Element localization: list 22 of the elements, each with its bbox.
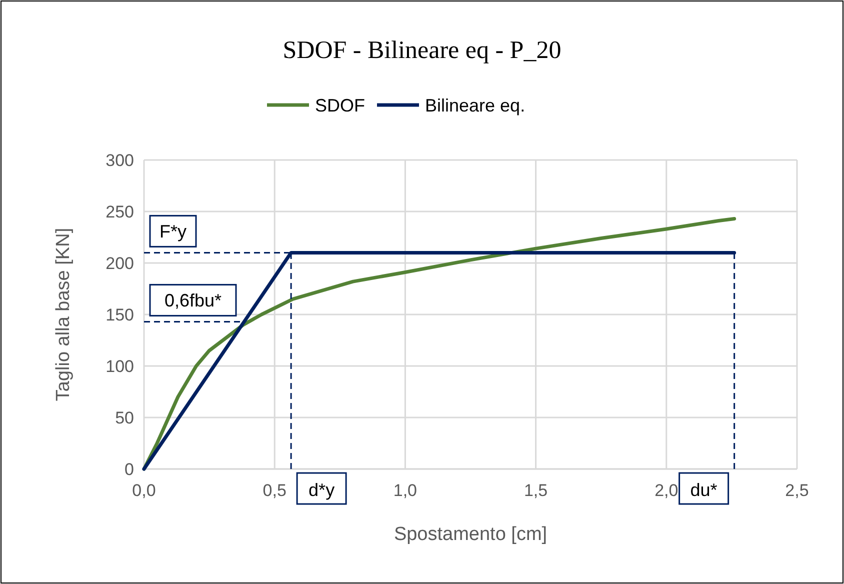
ref-line-label: F*y bbox=[160, 222, 186, 242]
legend-label: Bilineare eq. bbox=[425, 95, 526, 116]
y-tick-label: 0 bbox=[124, 460, 134, 479]
y-tick-label: 100 bbox=[106, 356, 134, 376]
x-tick-label: 0,0 bbox=[132, 481, 156, 500]
ref-line-label: 0,6fbu* bbox=[164, 290, 222, 311]
ref-line-label: du* bbox=[690, 480, 718, 500]
x-tick-label: 1,5 bbox=[524, 481, 548, 500]
x-tick-label: 0,5 bbox=[262, 481, 286, 500]
x-tick-label: 2,5 bbox=[785, 481, 809, 500]
y-tick-label: 50 bbox=[115, 408, 134, 428]
y-tick-label: 200 bbox=[106, 254, 134, 273]
legend-label: SDOF bbox=[315, 95, 366, 116]
x-tick-label: 1,0 bbox=[393, 481, 418, 500]
y-tick-label: 300 bbox=[106, 150, 134, 170]
ref-line-label: d*y bbox=[308, 480, 335, 500]
chart-title: SDOF - Bilineare eq - P_20 bbox=[282, 37, 562, 64]
x-axis-title: Spostamento [cm] bbox=[394, 524, 548, 545]
y-axis-title: Taglio alla base [KN] bbox=[53, 228, 74, 402]
y-tick-label: 150 bbox=[106, 305, 134, 324]
y-tick-label: 250 bbox=[106, 202, 134, 222]
x-tick-label: 2,0 bbox=[654, 481, 678, 500]
